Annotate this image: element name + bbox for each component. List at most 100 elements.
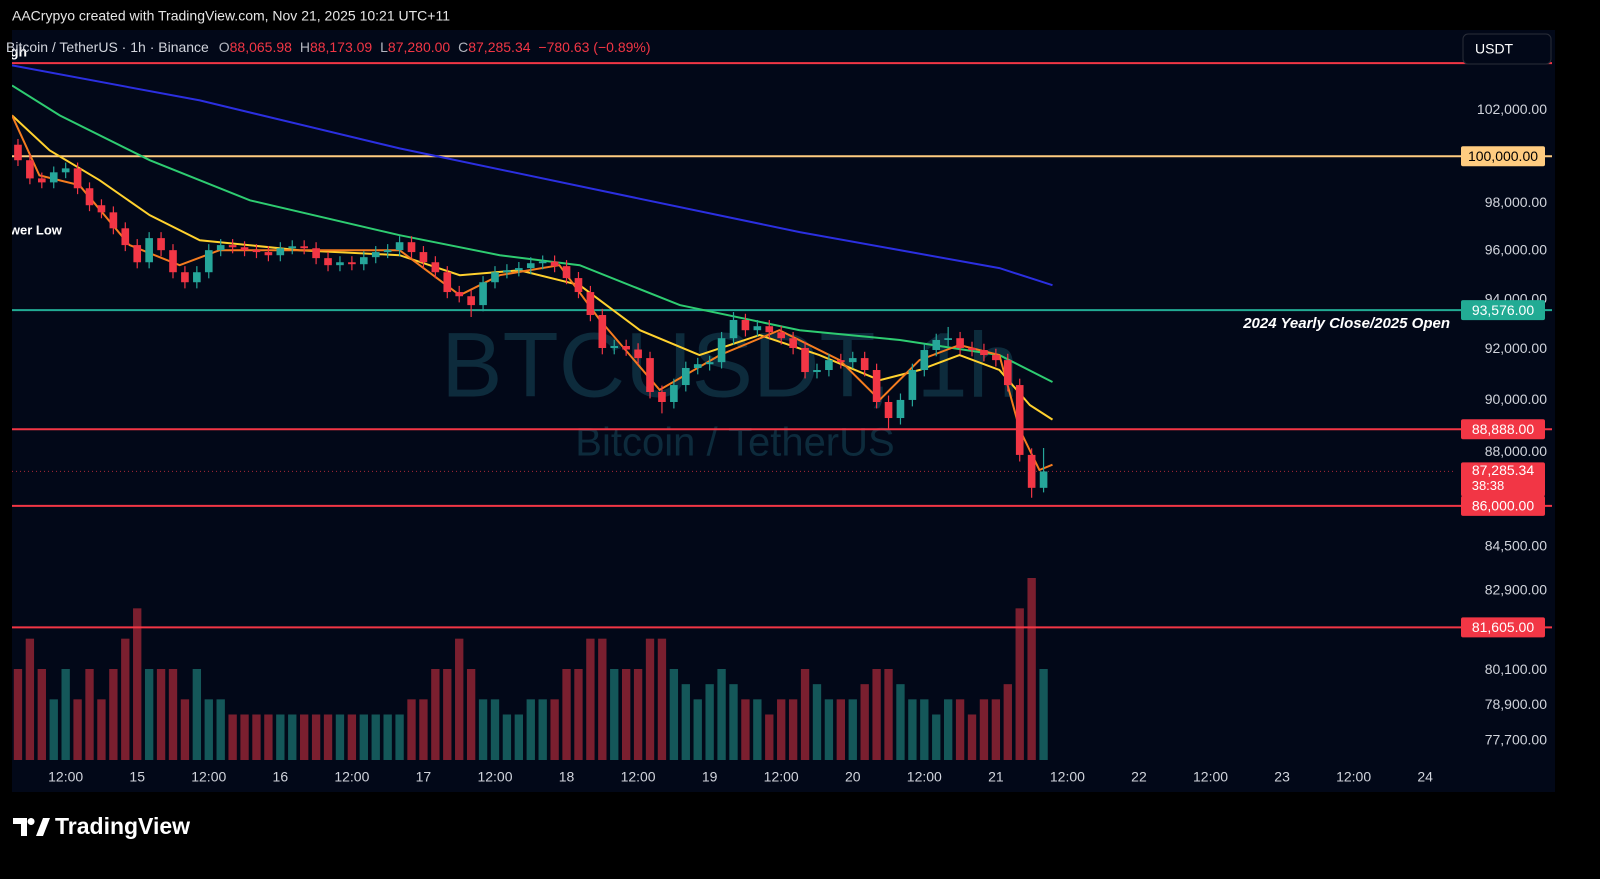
volume-bar — [300, 714, 309, 760]
volume-bar — [97, 699, 106, 760]
candle-body — [467, 296, 475, 306]
candle-body — [956, 338, 964, 349]
level-label: 86,000.00 — [1472, 498, 1534, 514]
legend-change: −780.63 (−0.89%) — [538, 39, 650, 55]
candle-body — [598, 315, 607, 349]
y-tick-label: 88,000.00 — [1485, 443, 1547, 459]
candle-body — [85, 188, 94, 206]
logo-icon — [13, 818, 50, 836]
volume-bar — [1027, 578, 1036, 760]
volume-bar — [693, 699, 702, 760]
volume-bar — [61, 669, 70, 760]
volume-bar — [37, 669, 46, 760]
candle-body — [825, 360, 833, 371]
candle-body — [49, 172, 58, 183]
volume-bar — [669, 669, 679, 760]
volume-bar — [812, 684, 822, 760]
legend-key: H — [300, 39, 310, 55]
volume-bar — [800, 669, 810, 760]
candle-body — [1015, 385, 1024, 455]
volume-bar — [73, 699, 82, 760]
candle-body — [109, 212, 118, 229]
candle-body — [26, 160, 34, 179]
candle-body — [216, 245, 225, 251]
currency-button[interactable]: USDT — [1462, 33, 1552, 65]
volume-bar — [538, 699, 547, 760]
candle-body — [455, 292, 464, 297]
volume-bar — [359, 714, 368, 760]
volume-bar — [514, 714, 524, 760]
volume-bar — [598, 638, 607, 760]
candle-body — [419, 252, 428, 263]
candle-body — [157, 238, 165, 251]
volume-bar — [574, 669, 583, 760]
header-text: AACrypyo created with TradingView.com, N… — [12, 8, 450, 24]
volume-bar — [777, 699, 786, 760]
candle-body — [980, 350, 988, 356]
candle-body — [431, 262, 440, 273]
currency-button-text[interactable]: USDT — [1475, 41, 1514, 57]
x-tick-label: 15 — [129, 769, 145, 785]
watermark-name: Bitcoin / TetherUS — [575, 421, 894, 465]
y-tick-label: 80,100.00 — [1485, 661, 1547, 677]
volume-bar — [133, 608, 142, 760]
volume-bar — [824, 699, 834, 760]
level-label-box — [1461, 419, 1545, 440]
candle-body — [443, 272, 452, 293]
candle-body — [252, 250, 261, 253]
volume-bar — [741, 699, 750, 760]
candle-body — [717, 338, 726, 363]
volume-bar — [920, 699, 929, 760]
volume-bar — [621, 669, 631, 760]
candle-body — [37, 178, 46, 183]
y-tick-label: 78,900.00 — [1485, 696, 1547, 712]
level-label-box — [1461, 617, 1545, 638]
candle-body — [479, 282, 487, 306]
candle-body — [359, 257, 368, 265]
x-tick-label: 23 — [1274, 769, 1290, 785]
candle-body — [729, 319, 738, 339]
volume-bar — [407, 699, 416, 760]
x-tick-label: 12:00 — [1050, 769, 1085, 785]
volume-bar — [526, 699, 535, 760]
volume-bar — [908, 699, 917, 760]
volume-bar — [85, 669, 94, 760]
x-tick-label: 18 — [559, 769, 575, 785]
volume-bar — [717, 669, 726, 760]
level-label: 100,000.00 — [1468, 148, 1538, 164]
candle-body — [538, 261, 547, 264]
legend-low: 87,280.00 — [388, 39, 450, 55]
candle-body — [515, 268, 523, 271]
volume-bar — [156, 669, 166, 760]
volume-bar — [25, 638, 35, 760]
y-tick-label: 82,900.00 — [1485, 582, 1547, 598]
candle-body — [73, 168, 82, 189]
candle-body — [204, 250, 213, 273]
candle-body — [133, 245, 142, 263]
volume-bar — [681, 684, 690, 760]
marker-label: High — [0, 44, 27, 60]
markers: High Lower Low — [0, 44, 63, 238]
volume-bar — [502, 714, 512, 760]
volume-layer — [13, 578, 1048, 760]
currency-button-box[interactable] — [1462, 33, 1552, 65]
level-label-box — [1461, 495, 1545, 516]
candle-body — [848, 358, 857, 363]
y-tick-label: 90,000.00 — [1485, 391, 1547, 407]
volume-bar — [765, 714, 774, 760]
volume-bar — [848, 699, 857, 760]
volume-bar — [109, 669, 118, 760]
volume-bar — [490, 699, 500, 760]
volume-bar — [991, 699, 1001, 760]
volume-bar — [228, 714, 237, 760]
volume-bar — [1039, 669, 1048, 760]
level-note: 2024 Yearly Close/2025 Open — [1242, 315, 1450, 332]
candle-body — [944, 338, 952, 340]
candle-body — [920, 350, 929, 371]
volume-bar — [347, 714, 357, 760]
marker-label: Lower Low — [0, 222, 63, 237]
candle-body — [491, 272, 499, 283]
candle-body — [526, 263, 535, 269]
levels-layer — [12, 62, 1552, 629]
current-price-label: 87,285.34 — [1472, 462, 1534, 478]
